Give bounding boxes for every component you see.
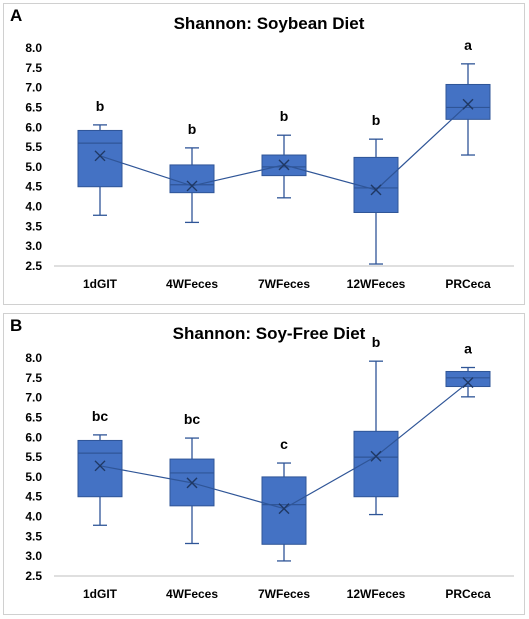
box-1dgit: bc 1dGIT: [77, 408, 123, 601]
significance-letter: b: [372, 112, 381, 128]
y-tick-label: 6.5: [25, 410, 42, 424]
mean-marker-stroke: [370, 184, 382, 196]
mean-marker-stroke: [186, 180, 198, 192]
box-body: [77, 129, 123, 188]
x-tick-label: 1dGIT: [83, 277, 118, 291]
y-tick-label: 3.0: [25, 549, 42, 563]
significance-letter: b: [280, 108, 289, 124]
box-plot-soy-free: Shannon: Soy-Free Diet 2.5 3.0 3.5 4.0 4.5 5.…: [25, 324, 514, 601]
mean-marker: [462, 98, 474, 110]
y-tick-label: 2.5: [25, 259, 42, 273]
y-tick-label: 5.0: [25, 470, 42, 484]
significance-letter: a: [464, 37, 472, 53]
y-tick-label: 7.5: [25, 371, 42, 385]
chart-panel-b: B Shannon: Soy-Free Diet 2.5 3.0 3.5 4.0 4.5…: [3, 313, 525, 615]
y-tick-label: 4.0: [25, 200, 42, 214]
x-tick-label: 7WFeces: [258, 587, 310, 601]
significance-letter: b: [372, 334, 381, 350]
box-body: [353, 156, 399, 213]
box-body: [169, 164, 215, 194]
mean-marker-stroke: [278, 159, 290, 171]
box-prceca: a PRCeca: [445, 37, 491, 291]
y-tick-label: 5.5: [25, 140, 42, 154]
box-prceca: a PRCeca: [445, 341, 491, 601]
mean-marker-stroke: [94, 460, 106, 472]
box-body: [353, 430, 399, 498]
y-tick-label: 7.5: [25, 61, 42, 75]
box-12wfeces: b 12WFeces: [347, 112, 406, 291]
mean-marker-stroke: [94, 150, 106, 162]
box-7wfeces: c 7WFeces: [258, 436, 310, 601]
mean-marker: [94, 460, 106, 472]
y-tick-label: 5.0: [25, 160, 42, 174]
panel-label: B: [10, 316, 23, 335]
mean-marker: [370, 184, 382, 196]
box-7wfeces: b 7WFeces: [258, 108, 310, 291]
y-tick-label: 6.5: [25, 100, 42, 114]
mean-marker: [186, 180, 198, 192]
mean-marker-stroke: [462, 98, 474, 110]
y-tick-label: 7.0: [25, 391, 42, 405]
mean-marker: [370, 450, 382, 462]
mean-marker-stroke: [462, 377, 474, 389]
box-12wfeces: b 12WFeces: [347, 334, 406, 601]
box-4wfeces: b 4WFeces: [166, 121, 218, 291]
x-tick-label: PRCeca: [445, 587, 491, 601]
y-tick-label: 6.0: [25, 120, 42, 134]
mean-marker-stroke: [278, 503, 290, 515]
x-tick-label: 7WFeces: [258, 277, 310, 291]
x-tick-label: 12WFeces: [347, 277, 406, 291]
mean-marker: [462, 377, 474, 389]
significance-letter: a: [464, 341, 472, 357]
box-4wfeces: bc 4WFeces: [166, 411, 218, 601]
y-tick-label: 2.5: [25, 569, 42, 583]
chart-title: Shannon: Soy-Free Diet: [173, 324, 366, 343]
x-tick-label: 4WFeces: [166, 277, 218, 291]
box-plot-soybean: Shannon: Soybean Diet 2.5 3.0 3.5 4.0 4.5 5.0…: [25, 14, 514, 291]
y-tick-label: 6.0: [25, 430, 42, 444]
mean-marker: [278, 159, 290, 171]
y-tick-label: 5.5: [25, 450, 42, 464]
x-tick-label: 4WFeces: [166, 587, 218, 601]
chart-title: Shannon: Soybean Diet: [174, 14, 365, 33]
panel-label: A: [10, 6, 23, 25]
y-tick-label: 4.0: [25, 510, 42, 524]
y-tick-label: 8.0: [25, 351, 42, 365]
y-tick-label: 3.0: [25, 239, 42, 253]
chart-panel-a: A Shannon: Soybean Diet 2.5 3.0 3.5 4.0 4.5 5…: [3, 3, 525, 305]
y-tick-label: 3.5: [25, 219, 42, 233]
significance-letter: bc: [184, 411, 201, 427]
mean-marker-stroke: [370, 450, 382, 462]
mean-marker: [278, 503, 290, 515]
significance-letter: bc: [92, 408, 109, 424]
mean-marker-stroke: [186, 477, 198, 489]
y-tick-label: 3.5: [25, 529, 42, 543]
significance-letter: b: [188, 121, 197, 137]
x-tick-label: PRCeca: [445, 277, 491, 291]
mean-marker: [186, 477, 198, 489]
box-body: [445, 370, 491, 388]
significance-letter: c: [280, 436, 288, 452]
y-tick-label: 4.5: [25, 490, 42, 504]
mean-marker: [94, 150, 106, 162]
box-1dgit: b 1dGIT: [77, 98, 123, 291]
box-body: [445, 83, 491, 120]
y-tick-label: 4.5: [25, 180, 42, 194]
y-tick-label: 7.0: [25, 81, 42, 95]
x-tick-label: 12WFeces: [347, 587, 406, 601]
significance-letter: b: [96, 98, 105, 114]
box-body: [261, 476, 307, 545]
x-tick-label: 1dGIT: [83, 587, 118, 601]
y-tick-label: 8.0: [25, 41, 42, 55]
